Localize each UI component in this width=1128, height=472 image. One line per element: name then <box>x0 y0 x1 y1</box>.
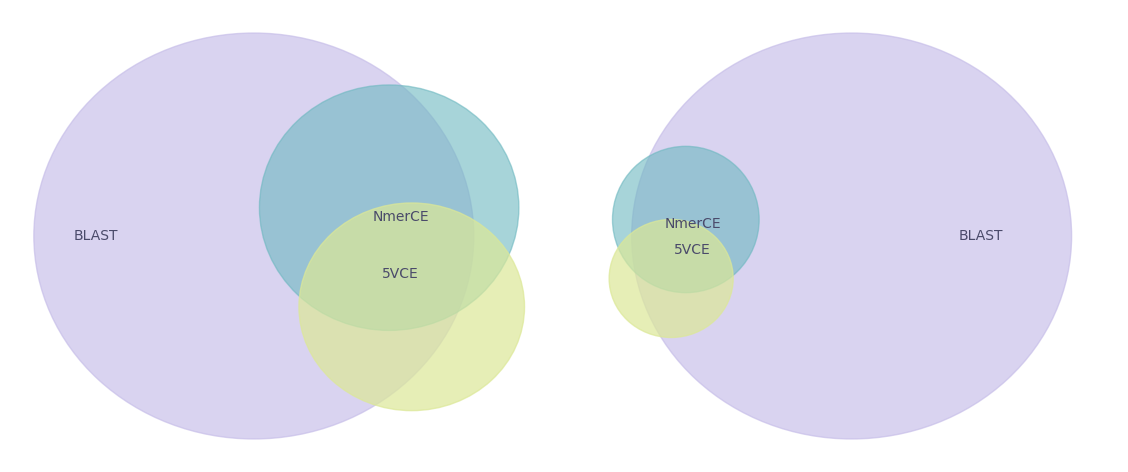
Text: NmerCE: NmerCE <box>664 217 721 231</box>
Ellipse shape <box>632 33 1072 439</box>
Ellipse shape <box>613 146 759 293</box>
Text: BLAST: BLAST <box>959 229 1004 243</box>
Text: NmerCE: NmerCE <box>372 210 429 224</box>
Ellipse shape <box>299 203 525 411</box>
Text: BLAST: BLAST <box>73 229 118 243</box>
Ellipse shape <box>34 33 474 439</box>
Text: 5VCE: 5VCE <box>675 243 711 257</box>
Ellipse shape <box>609 219 733 337</box>
Text: 5VCE: 5VCE <box>382 267 418 281</box>
Ellipse shape <box>259 85 519 330</box>
